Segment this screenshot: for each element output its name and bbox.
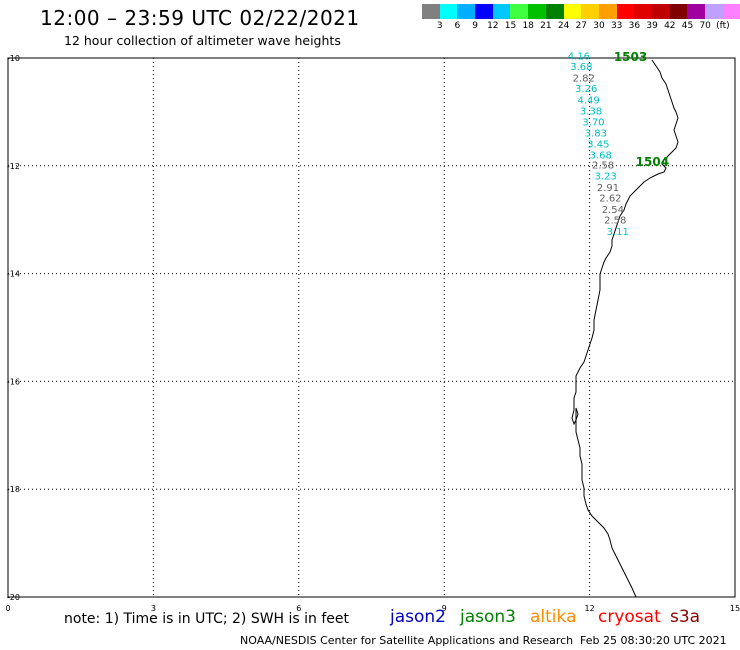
legend-tick-label: 18 [522, 21, 534, 31]
legend-tick-label: (ft) [716, 21, 730, 31]
legend-tick-label: 21 [540, 21, 552, 31]
legend-tick-label: 27 [575, 21, 588, 31]
legend-swatch [598, 4, 617, 19]
map-subtitle: 12 hour collection of altimeter wave hei… [64, 33, 341, 48]
legend-swatch [492, 4, 511, 19]
track-number-label: 1503 [614, 50, 647, 64]
wave-height-label: 3.83 [585, 128, 607, 139]
y-tick-label: -14 [7, 270, 20, 279]
x-tick-label: 0 [5, 604, 10, 613]
color-legend: 3 6 9 12 15 18 21 24 27 30 33 36 39 42 45 70 (ft) [422, 4, 740, 33]
wave-height-label: 2.62 [599, 194, 621, 205]
legend-swatch [669, 4, 688, 19]
wave-height-label: 3.45 [587, 140, 609, 151]
legend-tick-label: 39 [646, 21, 658, 31]
satellite-name-jason2: jason2 [390, 607, 446, 627]
legend-tick-label: 12 [487, 21, 499, 31]
satellite-name-s3a: s3a [670, 607, 701, 627]
legend-tick-label: 45 [681, 21, 694, 31]
x-tick-label: 9 [442, 604, 447, 613]
legend-tick-label: 30 [593, 21, 605, 31]
legend-swatch [510, 4, 529, 19]
wave-height-label: 3.38 [580, 106, 602, 117]
legend-tick-label: 15 [504, 21, 517, 31]
map-title: 12:00 – 23:59 UTC 02/22/2021 [40, 6, 360, 30]
footer-note: note: 1) Time is in UTC; 2) SWH is in fe… [64, 611, 350, 627]
wave-height-label: 2.58 [604, 216, 626, 227]
legend-swatch [705, 4, 723, 19]
wave-height-label: 3.70 [582, 118, 604, 129]
wave-height-label: 2.58 [592, 161, 614, 172]
legend-swatches [422, 4, 740, 19]
legend-ticks: 3 6 9 12 15 18 21 24 27 30 33 36 39 42 45 70 (ft) [422, 19, 740, 33]
wave-height-label: 3.68 [570, 62, 592, 73]
legend-swatch [581, 4, 599, 19]
coastline [571, 59, 679, 598]
legend-swatch [439, 4, 458, 19]
legend-swatch [422, 4, 440, 19]
wave-height-label: 2.54 [602, 205, 624, 216]
x-tick-label: 12 [585, 604, 595, 613]
wave-height-label: 4.16 [568, 51, 590, 62]
legend-swatch [528, 4, 546, 19]
satellite-name-altika: altika [530, 607, 577, 627]
legend-tick-label: 24 [557, 21, 570, 31]
wave-height-label: 2.91 [597, 183, 619, 194]
timestamp: Feb 25 08:30:20 UTC 2021 [580, 634, 727, 647]
wave-height-label: 3.68 [590, 150, 612, 161]
satellite-name-jason3: jason3 [460, 607, 516, 627]
legend-swatch [651, 4, 670, 19]
y-tick-label: -12 [7, 162, 20, 171]
y-tick-label: -20 [7, 593, 20, 602]
legend-swatch [722, 4, 740, 19]
wave-height-label: 3.23 [594, 172, 616, 183]
satellite-name-cryosat: cryosat [598, 607, 661, 627]
legend-tick-label: 70 [699, 21, 711, 31]
wave-height-label: 2.82 [573, 73, 595, 84]
y-tick-label: -18 [7, 485, 20, 494]
legend-swatch [475, 4, 493, 19]
legend-tick-label: 36 [628, 21, 641, 31]
legend-swatch [687, 4, 705, 19]
legend-swatch [616, 4, 635, 19]
x-tick-label: 6 [296, 604, 301, 613]
credit-text: NOAA/NESDIS Center for Satellite Applica… [240, 634, 574, 647]
legend-swatch [634, 4, 652, 19]
map-frame [7, 57, 736, 598]
legend-swatch [563, 4, 582, 19]
y-tick-label: -16 [7, 377, 20, 386]
x-tick-label: 15 [730, 604, 740, 613]
wave-height-label: 3.11 [607, 227, 629, 238]
wave-height-label: 3.26 [575, 84, 597, 95]
track-number-label: 1504 [636, 155, 669, 169]
legend-tick-label: 9 [472, 21, 478, 31]
legend-tick-label: 6 [454, 21, 461, 31]
legend-swatch [457, 4, 476, 19]
legend-tick-label: 3 [436, 21, 443, 31]
legend-tick-label: 42 [664, 21, 676, 31]
legend-swatch [545, 4, 564, 19]
y-tick-label: -10 [7, 54, 20, 63]
legend-tick-label: 33 [610, 21, 623, 31]
wave-height-label: 4.49 [577, 96, 599, 107]
x-tick-label: 3 [151, 604, 156, 613]
